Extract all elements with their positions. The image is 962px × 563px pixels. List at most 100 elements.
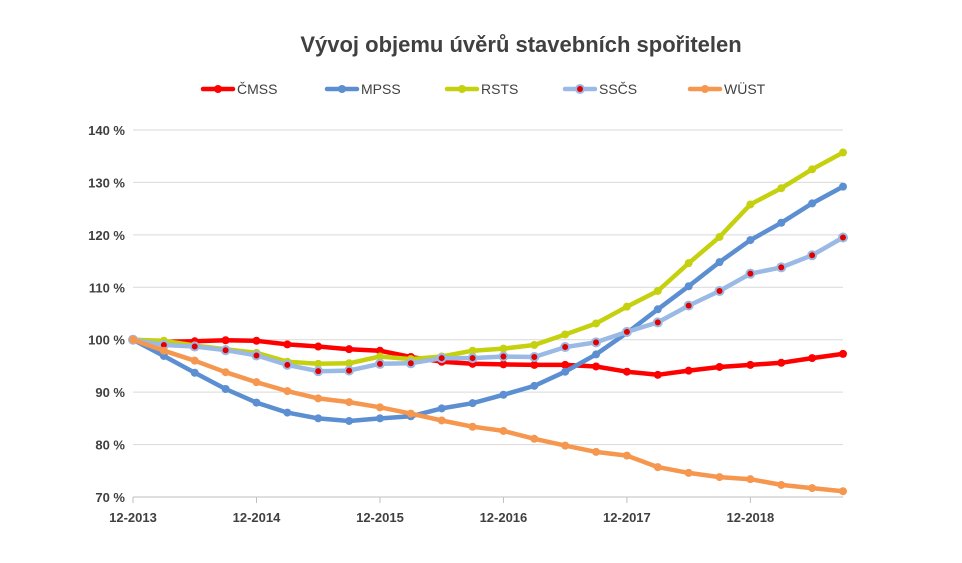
x-tick-label: 12-2016 — [480, 510, 528, 525]
data-point — [838, 232, 848, 243]
data-point — [314, 414, 323, 423]
legend-swatch-marker — [214, 85, 222, 93]
data-point — [561, 330, 570, 339]
data-point — [653, 463, 662, 472]
series-layer — [128, 148, 848, 496]
x-tick-label: 12-2018 — [727, 510, 775, 525]
data-point — [561, 360, 570, 369]
data-point — [622, 367, 631, 376]
data-point — [468, 346, 477, 355]
data-point — [220, 345, 231, 356]
y-tick-label: 80 % — [95, 438, 125, 453]
data-point — [652, 317, 663, 328]
legend-label: RSTS — [481, 81, 518, 97]
data-point — [344, 365, 355, 376]
y-tick-label: 140 % — [88, 123, 125, 138]
data-point — [190, 356, 199, 365]
data-point — [530, 340, 539, 349]
data-point — [808, 354, 817, 363]
legend-item: MPSS — [324, 81, 401, 97]
data-point — [406, 409, 415, 418]
data-point — [252, 378, 261, 387]
data-point — [715, 258, 724, 267]
data-point — [375, 352, 384, 361]
data-point — [437, 404, 446, 413]
series-1 — [129, 182, 847, 425]
data-point — [621, 326, 632, 337]
data-point — [746, 360, 755, 369]
data-point — [777, 218, 786, 227]
data-point — [345, 416, 354, 425]
series-line — [130, 337, 846, 494]
data-point — [684, 259, 693, 268]
data-point — [592, 362, 601, 371]
legend-swatch-marker — [458, 85, 466, 93]
data-point — [345, 398, 354, 407]
data-point — [499, 426, 508, 435]
legend-item: RSTS — [444, 81, 518, 97]
legend-swatch-marker — [338, 85, 346, 93]
legend-swatch-marker — [575, 84, 585, 94]
legend-label: SSČS — [599, 81, 637, 97]
data-point — [653, 370, 662, 379]
x-tick-label: 12-2017 — [603, 510, 651, 525]
chart-title: Vývoj objemu úvěrů stavebních spořitelen — [300, 32, 741, 57]
data-point — [529, 352, 540, 363]
data-point — [405, 358, 416, 369]
data-point — [530, 381, 539, 390]
data-point — [839, 182, 847, 191]
data-point — [345, 359, 354, 368]
data-point — [530, 434, 539, 443]
data-point — [436, 353, 447, 364]
data-point — [345, 345, 354, 354]
data-point — [282, 359, 293, 370]
legend-label: MPSS — [361, 81, 401, 97]
data-point — [314, 342, 323, 351]
data-point — [314, 359, 323, 368]
data-point — [592, 447, 601, 456]
series-line — [130, 150, 846, 367]
data-point — [746, 236, 755, 245]
data-point — [684, 366, 693, 375]
data-point — [807, 250, 818, 261]
y-axis: 70 % 80 % 90 % 100 % 110 % 120 % 130 % 140 % — [88, 123, 125, 505]
data-point — [653, 305, 662, 314]
data-point — [715, 232, 724, 241]
data-point — [499, 344, 508, 353]
y-tick-label: 110 % — [89, 280, 126, 295]
data-point — [684, 468, 693, 477]
legend-label: WÜST — [724, 80, 766, 97]
data-point — [839, 487, 847, 496]
data-point — [808, 484, 817, 493]
data-point — [591, 337, 602, 348]
series-4 — [129, 335, 847, 496]
data-point — [251, 350, 262, 361]
data-point — [592, 319, 601, 328]
data-point — [283, 387, 292, 396]
x-tick-label: 12-2015 — [356, 510, 404, 525]
data-point — [129, 335, 137, 344]
data-point — [560, 342, 571, 353]
data-point — [252, 398, 261, 407]
data-point — [839, 349, 847, 358]
data-point — [468, 399, 477, 408]
data-point — [746, 475, 755, 484]
data-point — [745, 268, 756, 279]
data-point — [499, 360, 508, 369]
data-point — [498, 351, 509, 362]
y-tick-label: 130 % — [88, 175, 125, 190]
data-point — [714, 285, 725, 296]
data-point — [221, 368, 230, 377]
series-3 — [128, 232, 848, 377]
data-point — [561, 367, 570, 376]
data-point — [314, 394, 323, 403]
data-point — [221, 384, 230, 393]
data-point — [189, 341, 200, 352]
data-point — [374, 358, 385, 369]
x-tick-label: 12-2014 — [233, 510, 281, 525]
data-point — [839, 148, 847, 157]
y-tick-label: 100 % — [88, 333, 125, 348]
y-tick-label: 70 % — [95, 490, 125, 505]
data-point — [715, 362, 724, 371]
legend-item: ČMSS — [200, 81, 277, 97]
